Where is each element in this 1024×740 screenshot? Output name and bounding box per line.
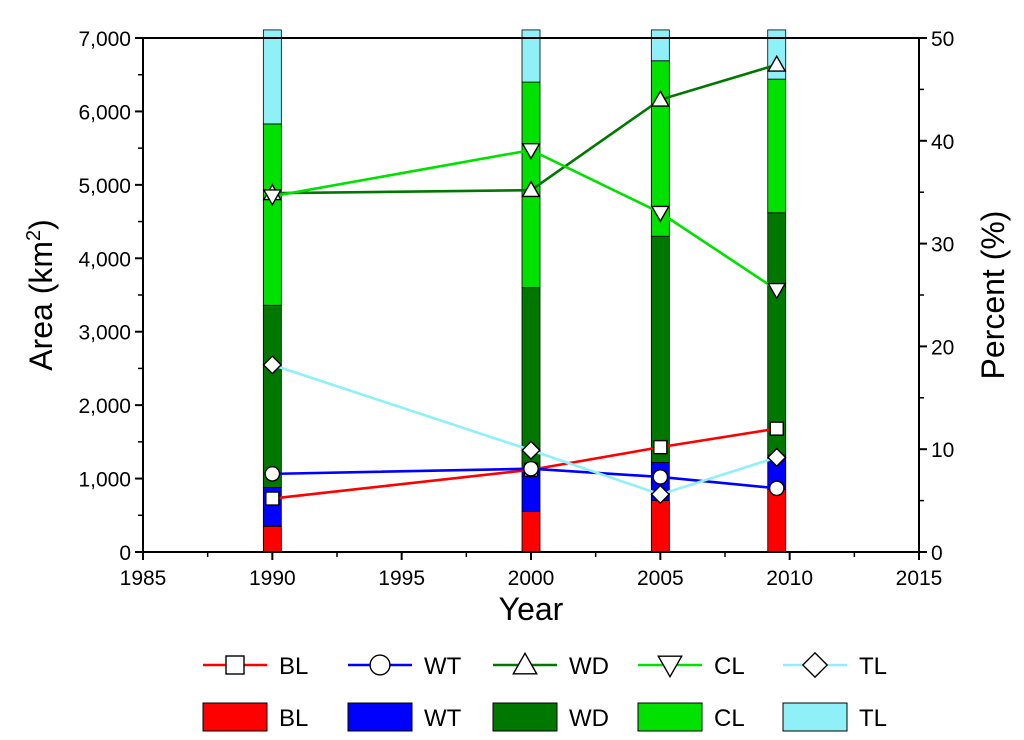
point-tl-2005 bbox=[650, 484, 671, 505]
point-wt-2009.5 bbox=[768, 480, 785, 497]
legend-label-bar-wt: WT bbox=[424, 705, 462, 732]
legend: BL WT WD CL TL BL WT WD CL TL bbox=[202, 651, 887, 732]
x-tick-label: 2000 bbox=[508, 567, 555, 590]
point-cl-2009.5 bbox=[767, 282, 787, 300]
x-tick-label: 2005 bbox=[637, 567, 684, 590]
legend-marker-wt bbox=[369, 654, 391, 676]
legend-marker-cl bbox=[657, 655, 683, 679]
x-tick-label: 1995 bbox=[378, 567, 425, 590]
point-bl-2005 bbox=[653, 439, 668, 455]
x-tick-label: 2010 bbox=[766, 567, 813, 590]
line-wd bbox=[272, 63, 778, 195]
line-cl bbox=[272, 148, 778, 291]
bar-tl-2000 bbox=[521, 29, 541, 83]
legend-swatch-cl bbox=[637, 702, 703, 732]
point-bl-1990 bbox=[265, 491, 280, 506]
legend-label-bar-cl: CL bbox=[714, 705, 745, 732]
point-wd-2005 bbox=[650, 89, 670, 107]
legend-swatch-bl bbox=[202, 702, 268, 732]
y-left-tick-label: 5,000 bbox=[78, 175, 131, 198]
line-bl bbox=[272, 427, 777, 500]
legend-swatch-wt bbox=[347, 702, 413, 732]
markers-layer bbox=[262, 54, 787, 506]
bar-tl-1990 bbox=[262, 29, 282, 125]
x-tick-label: 1985 bbox=[120, 567, 167, 590]
y-axis-right-title: Percent (%) bbox=[975, 211, 1011, 380]
legend-label-bar-tl: TL bbox=[859, 705, 887, 732]
point-cl-2000 bbox=[521, 143, 541, 160]
y-left-tick-label: 3,000 bbox=[78, 322, 131, 345]
ticks-layer: 1985 1990 1995 2000 2005 2010 201501,0002,0003… bbox=[78, 28, 954, 590]
legend-label-line-bl: BL bbox=[279, 653, 308, 680]
point-wt-2000 bbox=[523, 460, 539, 477]
line-tl bbox=[271, 363, 778, 496]
bar-wd-2005 bbox=[650, 235, 670, 463]
y-left-tick-label: 2,000 bbox=[78, 395, 131, 418]
y-right-tick-label: 50 bbox=[931, 28, 954, 51]
legend-label-line-tl: TL bbox=[859, 653, 887, 680]
y-left-tick-label: 7,000 bbox=[78, 28, 131, 51]
bars-layer bbox=[262, 29, 787, 553]
bar-bl-2005 bbox=[650, 500, 670, 553]
bar-wd-2009.5 bbox=[767, 212, 787, 456]
y-left-tick-label: 4,000 bbox=[78, 248, 131, 271]
legend-marker-bl bbox=[225, 655, 245, 675]
y-axis-left-title-close: ) bbox=[23, 219, 59, 230]
legend-marker-tl bbox=[801, 651, 829, 679]
legend-label-line-wt: WT bbox=[424, 653, 462, 680]
bar-bl-2000 bbox=[521, 511, 541, 553]
legend-label-line-cl: CL bbox=[714, 653, 745, 680]
y-axis-left-title-main: Area (km bbox=[23, 241, 59, 371]
bar-bl-2009.5 bbox=[767, 489, 787, 553]
legend-swatch-wd bbox=[492, 702, 558, 732]
x-tick-label: 2015 bbox=[896, 567, 943, 590]
y-right-tick-label: 30 bbox=[931, 234, 954, 257]
legend-marker-wd bbox=[512, 651, 538, 675]
point-tl-2000 bbox=[521, 440, 541, 460]
legend-label-line-wd: WD bbox=[569, 653, 609, 680]
y-axis-left-title-sup: 2 bbox=[23, 230, 45, 241]
bar-tl-2005 bbox=[650, 29, 670, 62]
x-axis-title: Year bbox=[499, 591, 564, 627]
y-axis-left-title: Area (km2) bbox=[23, 219, 59, 371]
x-tick-label: 1990 bbox=[249, 567, 296, 590]
y-left-tick-label: 6,000 bbox=[78, 101, 131, 124]
bar-cl-2009.5 bbox=[767, 78, 787, 214]
point-cl-2005 bbox=[650, 205, 670, 223]
y-right-tick-label: 0 bbox=[931, 542, 943, 565]
point-wd-2000 bbox=[521, 180, 541, 198]
lines-layer bbox=[271, 63, 778, 500]
point-wd-2009.5 bbox=[767, 54, 787, 72]
y-left-tick-label: 0 bbox=[119, 542, 131, 565]
bar-wd-1990 bbox=[262, 304, 282, 488]
legend-label-bar-wd: WD bbox=[569, 705, 609, 732]
y-right-tick-label: 20 bbox=[931, 336, 954, 359]
bar-cl-1990 bbox=[262, 123, 282, 306]
point-bl-2009.5 bbox=[769, 421, 784, 436]
point-tl-1990 bbox=[262, 355, 283, 375]
legend-label-bar-bl: BL bbox=[279, 705, 308, 732]
legend-swatch-tl bbox=[782, 702, 848, 732]
bar-bl-1990 bbox=[262, 525, 282, 553]
point-cl-1990 bbox=[262, 189, 282, 207]
y-right-tick-label: 10 bbox=[931, 439, 954, 462]
point-tl-2009.5 bbox=[766, 447, 787, 468]
point-wt-2005 bbox=[652, 469, 669, 485]
y-left-tick-label: 1,000 bbox=[78, 469, 131, 492]
y-right-tick-label: 40 bbox=[931, 131, 954, 154]
point-wt-1990 bbox=[264, 466, 281, 482]
